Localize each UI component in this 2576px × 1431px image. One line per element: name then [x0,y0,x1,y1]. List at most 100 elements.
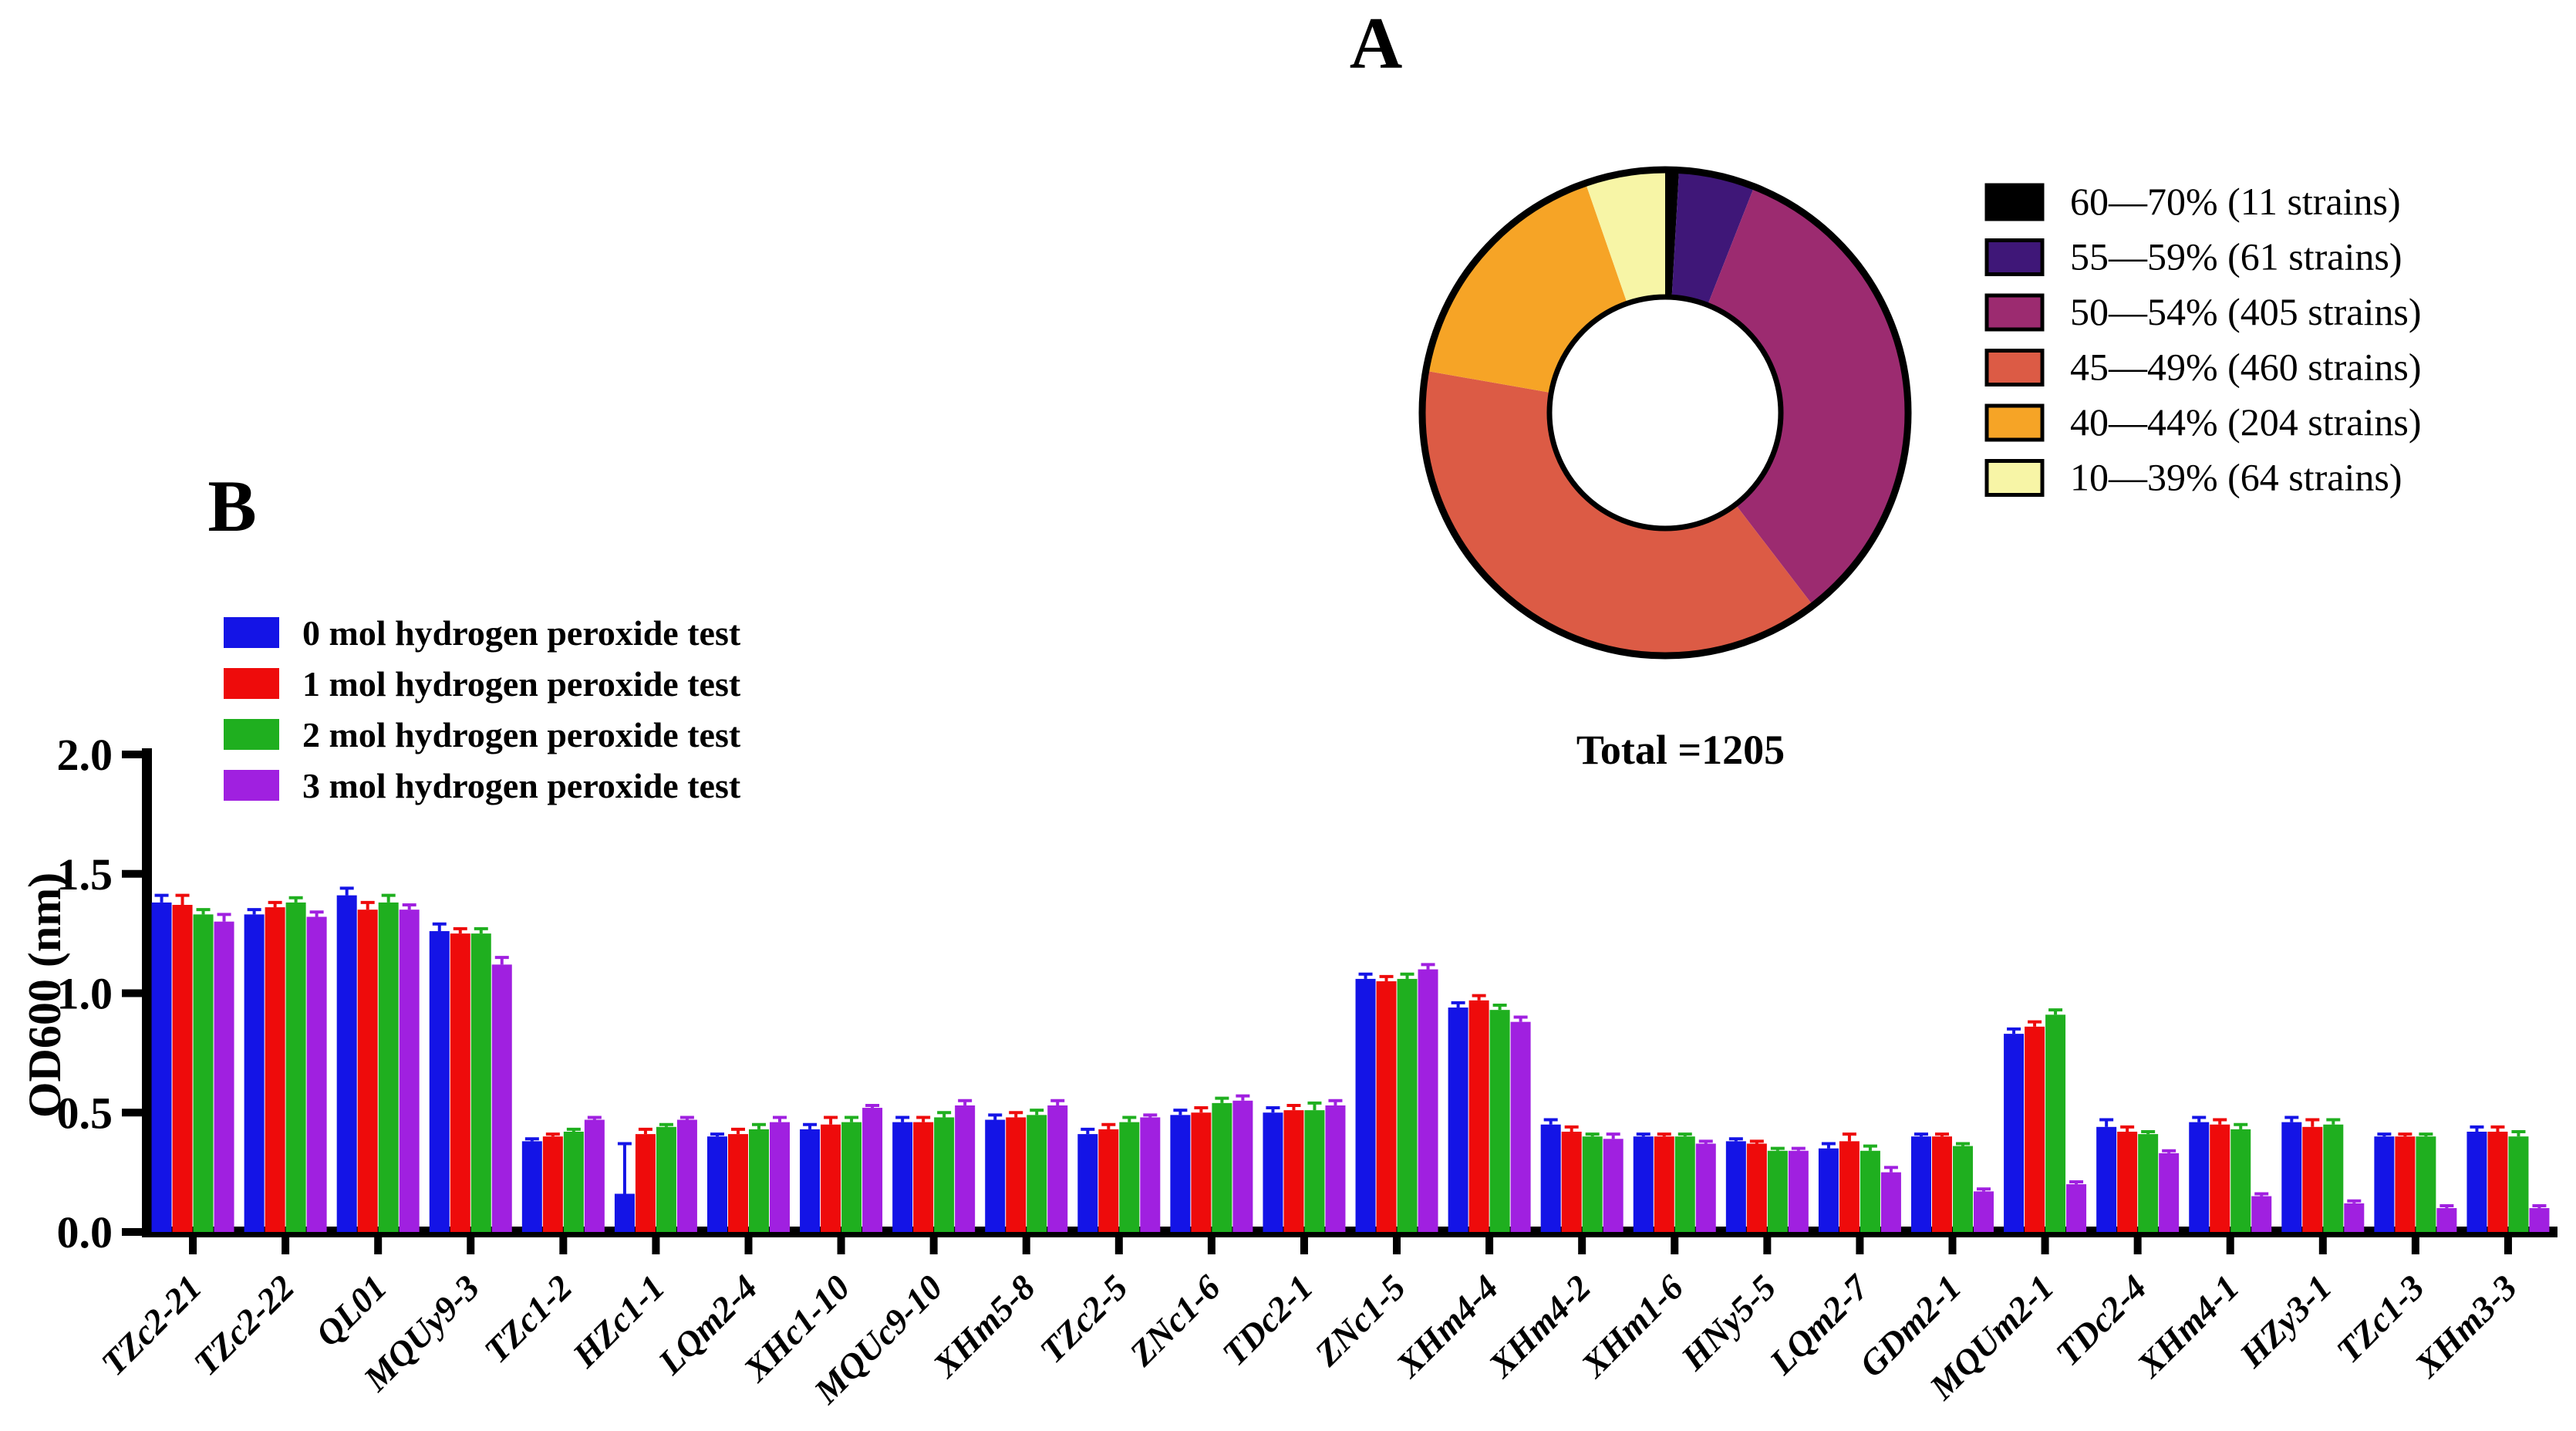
x-category-label-1: TZc2-22 [186,1267,302,1383]
x-tick-12 [1300,1237,1308,1254]
bar-HZc1-1-s1 [635,1134,656,1232]
bar-ZNc1-6-s3 [1232,1100,1253,1232]
pie-legend-swatch-5 [1984,459,2045,497]
bar-TZc2-21-s0 [151,902,172,1232]
y-tick-label-4: 2.0 [57,730,113,780]
bar-MQUc9-10-s2 [934,1117,955,1232]
bar-TZc1-3-s1 [2395,1136,2416,1232]
bar-MQUc9-10-s0 [892,1122,913,1232]
bar-XHm4-1-s0 [2189,1122,2210,1232]
y-axis-line [142,748,152,1237]
x-tick-21 [2133,1237,2142,1254]
bar-TZc2-5-s3 [1140,1117,1161,1232]
bar-legend-swatch-1 [224,668,279,699]
bar-MQUm2-1-s2 [2045,1014,2066,1232]
x-tick-14 [1485,1237,1494,1254]
x-category-label-10: TZc2-5 [1032,1267,1135,1371]
x-tick-24 [2411,1237,2419,1254]
bar-TZc1-2-s1 [542,1136,563,1232]
bar-XHm4-1-s1 [2210,1124,2230,1232]
bar-MQUy9-3-s3 [491,964,512,1232]
y-tick-3 [122,869,142,878]
bar-TZc1-2-s0 [521,1141,542,1232]
bar-TDc2-4-s0 [2096,1126,2117,1232]
bar-TDc2-1-s3 [1325,1105,1346,1232]
bar-XHm4-4-s2 [1489,1010,1510,1232]
y-tick-label-3: 1.5 [57,849,113,899]
bar-QL01-s1 [357,910,378,1232]
pie-legend-label-2: 50—54% (405 strains) [2070,290,2422,333]
pie-slice-1 [1671,170,1755,305]
pie-legend-label-5: 10—39% (64 strains) [2070,456,2402,499]
bar-XHm1-6-s0 [1633,1136,1654,1232]
bar-XHm3-3-s3 [2529,1208,2550,1232]
bar-MQUm2-1-s1 [2025,1026,2045,1232]
bar-legend-swatch-3 [224,770,279,801]
bar-HZy3-1-s3 [2344,1203,2365,1232]
bar-TZc2-5-s1 [1098,1129,1119,1232]
bar-XHm4-4-s3 [1510,1021,1531,1232]
x-tick-7 [837,1237,845,1254]
bar-TDc2-1-s1 [1283,1110,1304,1232]
x-tick-1 [282,1237,290,1254]
bar-TZc1-3-s0 [2374,1136,2395,1232]
bar-MQUc9-10-s1 [913,1122,934,1232]
bar-ZNc1-5-s0 [1355,978,1376,1232]
bar-ZNc1-5-s2 [1397,978,1418,1232]
bar-ZNc1-5-s1 [1376,981,1397,1232]
pie-legend-label-1: 55—59% (61 strains) [2070,235,2402,278]
bar-LQm2-7-s3 [1880,1172,1901,1232]
bar-HZy3-1-s0 [2281,1122,2302,1232]
bar-HZc1-1-s0 [614,1193,635,1232]
bar-XHm4-1-s2 [2230,1129,2251,1232]
pie-legend-swatch-3 [1984,349,2045,386]
bar-XHm5-8-s0 [985,1119,1006,1232]
bar-TDc2-1-s0 [1263,1112,1283,1232]
y-tick-label-1: 0.5 [57,1088,113,1138]
x-tick-18 [1856,1237,1864,1254]
bar-LQm2-7-s1 [1839,1141,1860,1232]
pie-slice-0 [1665,170,1680,298]
bar-TZc1-2-s2 [563,1132,584,1232]
panel-b-label: B [207,465,256,547]
x-category-label-2: QL01 [308,1267,394,1354]
x-tick-9 [1022,1237,1030,1254]
y-tick-label-2: 1.0 [57,969,113,1019]
bar-HNy5-5-s1 [1746,1143,1767,1232]
x-category-label-0: TZc2-21 [93,1267,209,1383]
bar-HNy5-5-s3 [1788,1150,1809,1232]
bar-TDc2-4-s2 [2138,1134,2159,1232]
bar-TZc2-22-s0 [244,914,265,1232]
x-tick-15 [1578,1237,1586,1254]
bar-TZc2-22-s2 [285,902,306,1232]
x-tick-2 [374,1237,383,1254]
pie-legend-swatch-1 [1984,238,2045,276]
x-tick-8 [929,1237,938,1254]
x-tick-6 [744,1237,753,1254]
x-category-label-4: TZc1-2 [477,1267,580,1371]
bar-chart-legend: 0 mol hydrogen peroxide test 1 mol hydrog… [224,613,741,805]
bar-GDm2-1-s3 [1974,1191,1994,1232]
x-tick-25 [2504,1237,2512,1254]
pie-outer-ring [1418,166,1912,660]
bar-ZNc1-5-s3 [1418,969,1438,1232]
x-tick-5 [652,1237,660,1254]
bar-QL01-s2 [378,902,399,1232]
bar-legend-swatch-2 [224,719,279,750]
bar-XHm4-2-s0 [1540,1124,1561,1232]
x-category-label-16: XHm1-6 [1573,1267,1691,1385]
bar-XHm3-3-s2 [2508,1136,2529,1232]
bar-GDm2-1-s1 [1932,1136,1952,1232]
bar-TZc2-22-s3 [306,916,327,1232]
bar-MQUc9-10-s3 [955,1105,976,1232]
x-tick-11 [1207,1237,1216,1254]
x-tick-0 [189,1237,197,1254]
bar-XHm5-8-s2 [1027,1115,1047,1232]
x-tick-23 [2318,1237,2327,1254]
bar-HZc1-1-s3 [676,1119,697,1232]
pie-slice-2 [1708,186,1908,606]
pie-legend-label-0: 60—70% (11 strains) [2070,180,2401,223]
bar-HZc1-1-s2 [656,1126,676,1232]
